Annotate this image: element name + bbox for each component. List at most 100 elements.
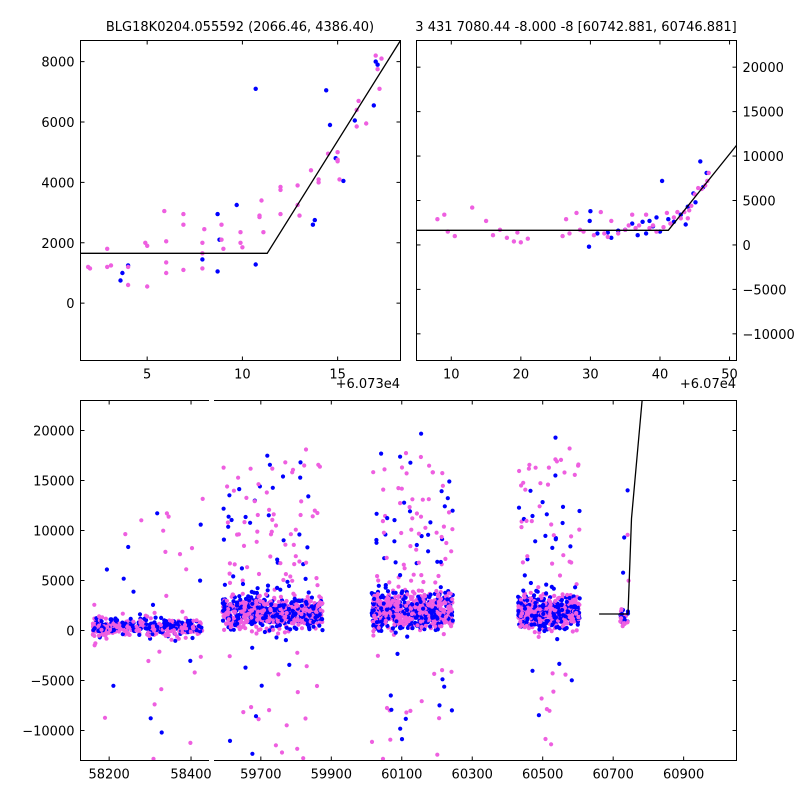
point-pink-1288	[284, 610, 289, 616]
point-pink-20	[598, 209, 603, 215]
point-pink-2427	[528, 590, 533, 595]
point-blue-2044	[381, 601, 386, 606]
point-pink-1266	[276, 599, 281, 604]
point-blue-394	[187, 620, 192, 625]
point-blue-545	[250, 751, 255, 756]
point-pink-219	[147, 633, 152, 639]
point-pink-26	[240, 245, 245, 250]
point-blue-1265	[276, 614, 282, 620]
point-blue-1041	[283, 638, 288, 643]
point-pink-2063	[408, 708, 413, 714]
point-pink-1942	[375, 592, 380, 597]
point-blue-2808	[522, 606, 528, 611]
point-pink-24	[238, 230, 243, 235]
point-pink-5	[125, 264, 131, 270]
point-pink-16	[181, 267, 186, 273]
point-blue-2792	[569, 604, 574, 609]
point-pink-32	[278, 187, 283, 193]
x-tick-label: 10	[443, 368, 460, 383]
point-blue-14	[683, 222, 688, 227]
point-blue-1	[587, 218, 592, 224]
point-blue-1290	[247, 598, 252, 603]
point-pink-719	[236, 475, 241, 480]
point-pink-2162	[552, 593, 557, 599]
point-blue-1919	[438, 585, 443, 590]
point-blue-1888	[449, 708, 454, 713]
point-pink-30	[261, 230, 266, 235]
point-pink-417	[137, 627, 142, 632]
point-pink-409	[171, 628, 177, 633]
point-pink-1810	[382, 467, 387, 472]
point-blue-139	[144, 622, 149, 627]
point-pink-2058	[429, 604, 435, 609]
point-pink-1256	[304, 560, 309, 565]
point-pink-504	[304, 664, 309, 669]
point-pink-2163	[523, 487, 528, 492]
point-pink-2049	[384, 604, 389, 609]
point-pink-1931	[404, 710, 409, 715]
point-blue-2581	[560, 504, 566, 509]
point-pink-531	[298, 512, 303, 518]
x-tick-label: 59900	[311, 768, 352, 783]
point-pink-138	[92, 633, 97, 639]
point-pink-622	[277, 626, 282, 631]
point-blue-2785	[559, 603, 564, 608]
point-pink-41	[685, 216, 690, 221]
point-pink-1065	[293, 554, 298, 559]
point-blue-2107	[379, 628, 384, 634]
point-pink-1257	[314, 609, 319, 614]
point-blue-1039	[280, 474, 286, 479]
point-blue-2647	[543, 533, 548, 539]
point-blue-1260	[297, 532, 302, 537]
point-pink-924	[303, 716, 308, 721]
top-left-model-line	[80, 40, 402, 254]
point-blue-1107	[243, 514, 248, 520]
point-pink-1595	[436, 573, 441, 579]
point-pink-2486	[553, 457, 558, 462]
point-blue-3	[605, 230, 610, 235]
point-blue-2039	[372, 596, 377, 602]
point-pink-2772	[570, 616, 576, 621]
point-pink-1163	[295, 650, 300, 655]
point-blue-2732	[533, 600, 538, 606]
point-pink-2183	[561, 553, 566, 558]
point-blue-927	[248, 520, 253, 525]
point-blue-2761	[567, 595, 572, 601]
point-blue-308	[121, 576, 126, 581]
point-pink-1071	[248, 466, 253, 471]
point-pink-46	[373, 53, 378, 58]
point-pink-42	[337, 177, 342, 182]
point-pink-2070	[403, 451, 409, 456]
x-tick-label: 60700	[592, 768, 633, 783]
point-pink-1707	[443, 600, 448, 606]
point-blue-2506	[516, 594, 521, 599]
point-pink-2778	[574, 611, 579, 616]
point-blue-2288	[530, 668, 535, 673]
point-pink-1165	[317, 600, 322, 605]
point-pink-408	[183, 626, 188, 631]
point-blue-965	[285, 579, 290, 584]
point-blue-1015	[262, 629, 267, 635]
point-pink-2020	[419, 573, 424, 578]
point-blue-304	[113, 618, 118, 623]
point-pink-440	[305, 594, 310, 599]
point-blue-368	[153, 615, 158, 620]
top-right-model-line	[416, 144, 738, 231]
point-blue-650	[237, 594, 242, 599]
point-blue-294	[198, 629, 203, 634]
point-pink-717	[256, 594, 261, 599]
point-pink-2804	[546, 598, 552, 603]
point-blue-1008	[253, 714, 259, 719]
point-blue-2225	[530, 513, 535, 519]
point-blue-2566	[544, 591, 549, 596]
point-blue-1225	[249, 621, 254, 627]
point-pink-751	[310, 514, 315, 519]
point-pink-1280	[280, 610, 285, 616]
point-blue-2098	[371, 608, 376, 613]
point-pink-1576	[423, 525, 428, 530]
point-blue-1247	[292, 596, 297, 602]
point-blue-2059	[410, 626, 415, 631]
point-pink-880	[288, 532, 293, 537]
point-pink-16	[103, 616, 108, 621]
point-blue-2056	[408, 460, 413, 465]
